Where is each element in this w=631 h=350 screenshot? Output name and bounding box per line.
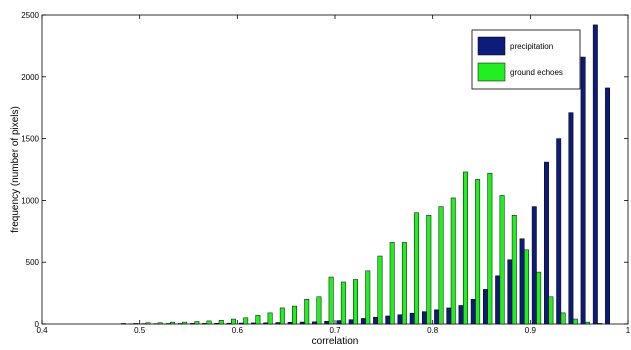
bar-ground-echoes — [267, 312, 273, 325]
bar-precipitation — [312, 321, 317, 325]
y-axis-ticks: 0 500 1000 1500 2000 2500 — [21, 11, 628, 329]
bar-ground-echoes — [206, 320, 212, 325]
y-tick-label: 2500 — [21, 11, 39, 20]
bar-precipitation — [483, 289, 488, 325]
x-tick-label: 0.8 — [427, 326, 439, 335]
bar-ground-echoes — [438, 206, 444, 325]
bar-ground-echoes — [182, 321, 188, 325]
bar-ground-echoes — [243, 317, 249, 325]
y-tick-label: 500 — [26, 258, 40, 267]
bar-ground-echoes — [121, 323, 127, 325]
legend-swatch-precipitation — [477, 36, 506, 56]
bar-precipitation — [336, 320, 342, 325]
bar-ground-echoes — [536, 271, 542, 325]
bar-ground-echoes — [560, 312, 566, 325]
bar-precipitation — [263, 322, 269, 325]
bar-precipitation — [397, 314, 403, 325]
bar-precipitation — [190, 323, 195, 325]
bar-ground-echoes — [353, 279, 359, 325]
bar-ground-echoes — [328, 276, 334, 325]
bar-ground-echoes — [377, 255, 383, 325]
bar-precipitation — [409, 312, 415, 325]
legend-label-ground-echoes: ground echoes — [510, 68, 563, 77]
bar-ground-echoes — [157, 322, 163, 325]
bar-ground-echoes — [218, 320, 224, 325]
legend-swatch-ground-echoes — [477, 62, 506, 82]
bar-ground-echoes — [194, 321, 200, 325]
bar-ground-echoes — [426, 214, 432, 325]
bar-precipitation — [580, 56, 586, 325]
y-axis-label: frequency (number of pixels) — [10, 106, 21, 233]
x-tick-label: 0.6 — [232, 326, 244, 335]
bar-precipitation — [458, 305, 464, 325]
bar-precipitation — [299, 321, 305, 325]
x-axis-label: correlation — [312, 336, 359, 347]
bar-precipitation — [495, 275, 501, 325]
bar-precipitation — [275, 322, 281, 325]
bar-ground-echoes — [169, 321, 175, 325]
bar-precipitation — [373, 316, 379, 325]
x-tick-label: 0.7 — [329, 326, 341, 335]
bar-ground-echoes — [548, 296, 554, 325]
y-tick-label: 1000 — [21, 196, 39, 205]
y-tick-label: 1500 — [21, 135, 39, 144]
bar-precipitation — [592, 24, 598, 325]
bar-ground-echoes — [279, 307, 285, 325]
bar-ground-echoes — [462, 171, 468, 325]
bar-precipitation — [421, 311, 427, 325]
legend: precipitation ground echoes — [471, 29, 581, 90]
bar-ground-echoes — [499, 195, 505, 325]
legend-label-precipitation: precipitation — [510, 42, 553, 51]
bar-ground-echoes — [524, 249, 529, 325]
x-tick-label: 0.9 — [525, 326, 537, 335]
bar-ground-echoes — [292, 305, 297, 325]
bar-precipitation — [287, 322, 293, 325]
bar-precipitation — [385, 315, 391, 325]
bar-ground-echoes — [597, 323, 603, 325]
bar-precipitation — [360, 318, 366, 325]
bar-precipitation — [544, 161, 549, 325]
bar-ground-echoes — [572, 318, 578, 325]
x-tick-label: 0.4 — [36, 326, 48, 335]
bar-ground-echoes — [304, 299, 310, 325]
bar-ground-echoes — [511, 214, 517, 325]
bar-ground-echoes — [340, 281, 346, 325]
bar-ground-echoes — [389, 242, 395, 325]
bar-precipitation — [507, 259, 513, 325]
bar-ground-echoes — [145, 322, 151, 325]
y-tick-label: 0 — [35, 320, 40, 329]
bar-ground-echoes — [133, 323, 139, 325]
bar-ground-echoes — [231, 318, 236, 325]
bar-precipitation — [251, 322, 256, 325]
bar-precipitation — [470, 299, 476, 325]
bar-ground-echoes — [450, 197, 456, 325]
bar-precipitation — [324, 321, 330, 325]
bar-ground-echoes — [414, 212, 420, 325]
y-tick-label: 2000 — [21, 73, 39, 82]
bar-ground-echoes — [365, 270, 371, 325]
bar-precipitation — [202, 323, 208, 325]
bar-ground-echoes — [401, 242, 407, 325]
bar-precipitation — [434, 309, 440, 325]
bar-ground-echoes — [475, 179, 481, 325]
bar-precipitation — [348, 319, 354, 325]
bar-ground-echoes — [255, 315, 261, 325]
bar-ground-echoes — [487, 172, 493, 325]
bar-ground-echoes — [585, 321, 590, 325]
bar-precipitation — [519, 238, 525, 325]
bar-precipitation — [556, 138, 562, 325]
x-axis-ticks: 0.4 0.5 0.6 0.7 0.8 0.9 1 — [36, 15, 631, 335]
bar-precipitation — [568, 112, 574, 325]
x-tick-label: 0.5 — [134, 326, 146, 335]
bar-precipitation — [214, 323, 220, 325]
bar-precipitation — [226, 322, 232, 325]
bar-precipitation — [446, 307, 452, 325]
bar-precipitation — [238, 322, 244, 325]
bars-layer — [121, 24, 610, 325]
bar-precipitation — [605, 87, 610, 325]
x-tick-label: 1 — [626, 326, 631, 335]
bar-precipitation — [531, 206, 537, 325]
bar-ground-echoes — [316, 296, 322, 325]
